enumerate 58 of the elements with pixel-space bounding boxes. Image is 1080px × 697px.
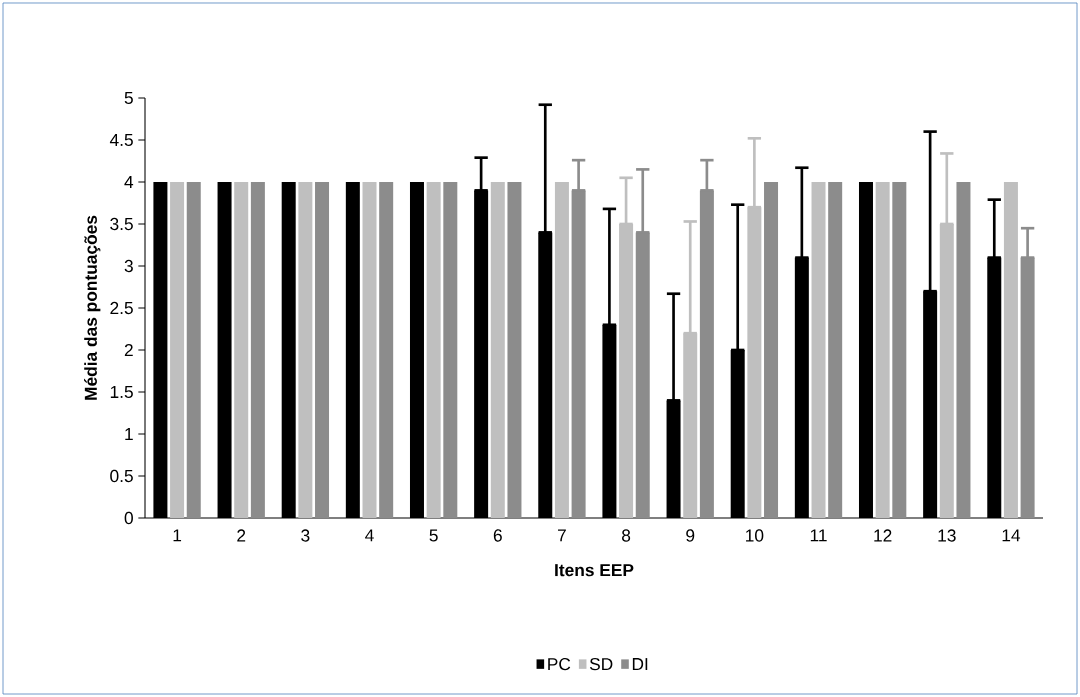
bar — [811, 182, 826, 518]
bar — [426, 182, 441, 518]
y-tick-label: 0.5 — [110, 469, 133, 483]
bar — [250, 182, 265, 518]
x-tick-label: 14 — [1002, 529, 1021, 542]
bar — [315, 182, 330, 518]
y-tick-label: 2 — [124, 343, 133, 357]
legend-label: DI — [632, 658, 648, 671]
y-tick-label: 3 — [124, 259, 133, 273]
bar — [683, 333, 698, 518]
x-tick-label: 2 — [237, 529, 246, 542]
legend-label: SD — [589, 658, 613, 671]
y-tick-label: 4 — [124, 176, 134, 188]
x-tick-label: 6 — [493, 529, 502, 542]
x-tick-label: 4 — [365, 529, 374, 542]
bar — [828, 182, 843, 518]
bar — [443, 182, 458, 518]
x-tick-label: 11 — [810, 529, 827, 542]
bar — [619, 224, 634, 518]
x-tick-label: 8 — [622, 529, 631, 542]
y-axis-title: Média das pontuações — [84, 215, 101, 400]
bar — [507, 182, 522, 518]
bar — [490, 182, 505, 518]
x-tick-label: 12 — [874, 529, 892, 542]
bar — [571, 190, 586, 518]
bar — [379, 182, 394, 518]
legend-label: PC — [548, 658, 571, 671]
y-tick-label: 0 — [124, 511, 133, 525]
x-tick-label: 3 — [301, 529, 310, 542]
bar — [635, 232, 650, 518]
bar — [186, 182, 201, 518]
y-tick-label: 1.5 — [110, 385, 133, 399]
x-tick-label: 5 — [429, 529, 438, 542]
bar — [747, 207, 762, 518]
x-tick-label: 7 — [558, 529, 566, 542]
bar — [554, 182, 569, 518]
x-tick-label: 9 — [686, 529, 695, 542]
bar — [234, 182, 249, 518]
bar — [362, 182, 377, 518]
bar — [875, 182, 890, 518]
bar — [956, 182, 971, 518]
bar — [764, 182, 779, 518]
bar — [298, 182, 313, 518]
bar — [1020, 257, 1035, 518]
y-tick-label: 1 — [125, 428, 133, 440]
bar — [939, 224, 954, 518]
bar — [170, 182, 185, 518]
x-tick-label: 13 — [938, 529, 956, 542]
bar — [892, 182, 907, 518]
y-tick-label: 4.5 — [109, 133, 133, 147]
bar — [1003, 182, 1018, 518]
y-tick-label: 5 — [124, 91, 133, 105]
x-tick-label: 10 — [746, 529, 764, 542]
y-tick-label: 3.5 — [110, 217, 133, 231]
y-tick-label: 2.5 — [110, 301, 133, 315]
x-tick-label: 1 — [173, 529, 182, 542]
x-axis-title: Itens EEP — [555, 564, 634, 577]
bar — [699, 190, 714, 518]
